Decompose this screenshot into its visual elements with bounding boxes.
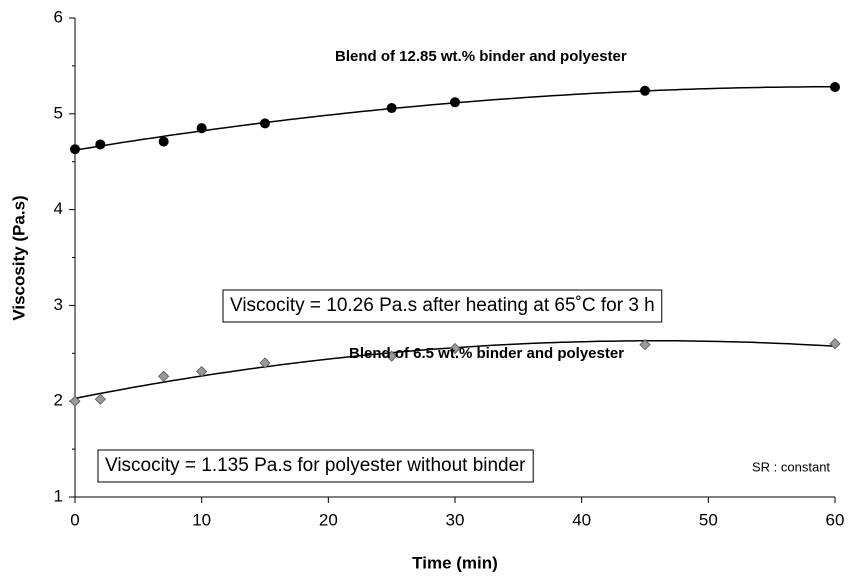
annotation: SR : constant (752, 459, 830, 474)
y-tick-label: 5 (54, 103, 63, 122)
x-tick-label: 60 (826, 510, 845, 529)
marker (450, 97, 460, 108)
series-label: Blend of 12.85 wt.% binder and polyester (335, 48, 627, 65)
y-tick-label: 4 (54, 199, 63, 218)
marker (196, 123, 207, 134)
marker (449, 342, 461, 355)
x-tick-label: 0 (70, 510, 79, 529)
marker (196, 365, 208, 378)
x-tick-label: 10 (192, 510, 211, 529)
x-tick-label: 40 (572, 510, 591, 529)
trend-line (74, 86, 835, 151)
x-tick-label: 20 (319, 510, 338, 529)
marker (70, 144, 80, 155)
y-tick-label: 1 (54, 486, 63, 505)
y-tick-label: 6 (54, 7, 63, 26)
marker (640, 85, 650, 96)
marker (158, 370, 170, 382)
marker (260, 118, 270, 129)
marker (386, 103, 397, 114)
y-axis-label: Viscosity (Pa.s) (9, 195, 28, 320)
annotation-box (222, 289, 663, 323)
series-label: Blend of 6.5 wt.% binder and polyester (349, 345, 624, 362)
marker (69, 395, 81, 407)
marker (386, 350, 398, 362)
marker (158, 136, 169, 147)
annotation-box (97, 449, 534, 483)
annotation: Viscocity = 10.26 Pa.s after heating at … (230, 295, 655, 316)
y-tick-label: 3 (54, 295, 63, 314)
x-axis-label: Time (min) (412, 553, 498, 572)
marker (94, 393, 106, 405)
x-tick-label: 50 (699, 510, 718, 529)
marker (830, 81, 840, 92)
marker (95, 139, 106, 150)
marker (259, 357, 271, 369)
marker (639, 339, 651, 351)
annotation: Viscocity = 1.135 Pa.s for polyester wit… (105, 455, 526, 476)
marker (829, 338, 841, 350)
x-tick-label: 30 (446, 510, 465, 529)
y-tick-label: 2 (54, 391, 63, 410)
